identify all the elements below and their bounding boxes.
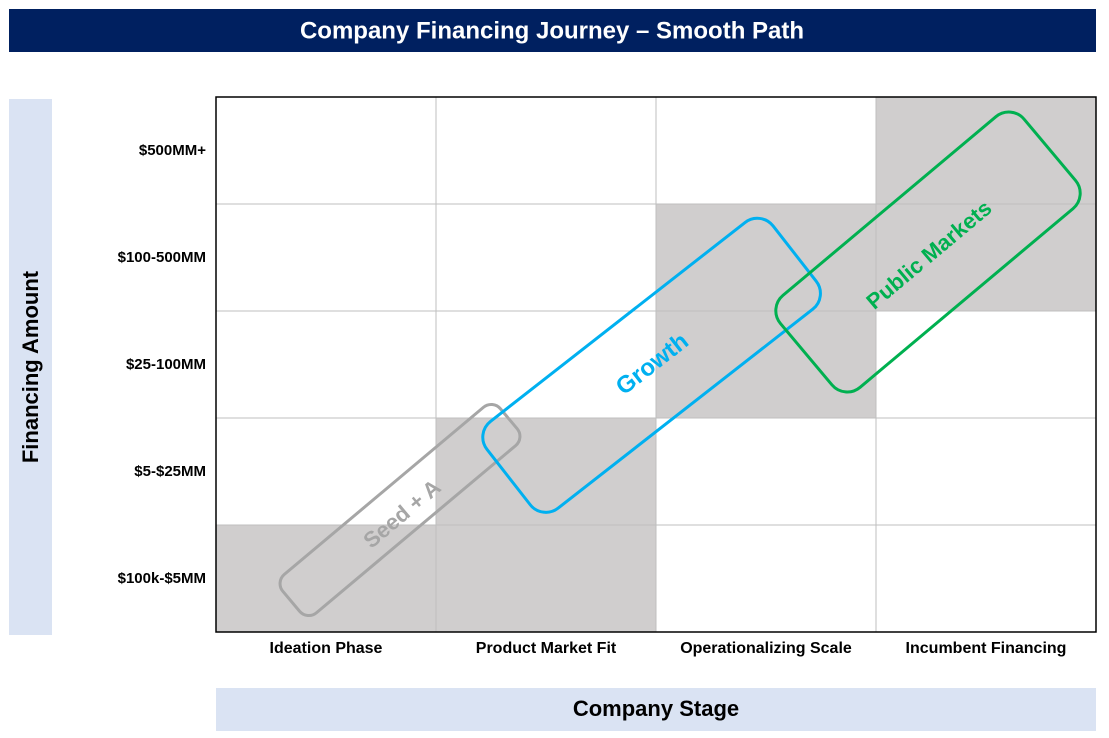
column-label: Ideation Phase <box>270 640 383 657</box>
x-axis-box <box>216 688 1096 731</box>
title-bar <box>9 9 1096 52</box>
row-label: $100k-$5MM <box>118 570 206 587</box>
y-axis-box <box>9 99 52 635</box>
row-label: $5-$25MM <box>134 463 206 480</box>
seed-path <box>278 402 522 618</box>
column-label: Product Market Fit <box>476 640 617 657</box>
row-label: $500MM+ <box>139 142 206 159</box>
column-label: Incumbent Financing <box>906 640 1067 657</box>
row-label: $25-100MM <box>126 356 206 373</box>
plot-frame <box>215 96 1097 633</box>
row-label: $100-500MM <box>118 249 206 266</box>
cell <box>436 418 656 525</box>
public-markets-path <box>774 110 1082 394</box>
column-label: Operationalizing Scale <box>680 640 852 657</box>
x-axis-label: Company Stage <box>573 696 739 721</box>
title: Company Financing Journey – Smooth Path <box>300 17 804 44</box>
y-axis-label: Financing Amount <box>18 270 43 463</box>
growth-path <box>481 216 822 514</box>
grid <box>216 97 1096 632</box>
